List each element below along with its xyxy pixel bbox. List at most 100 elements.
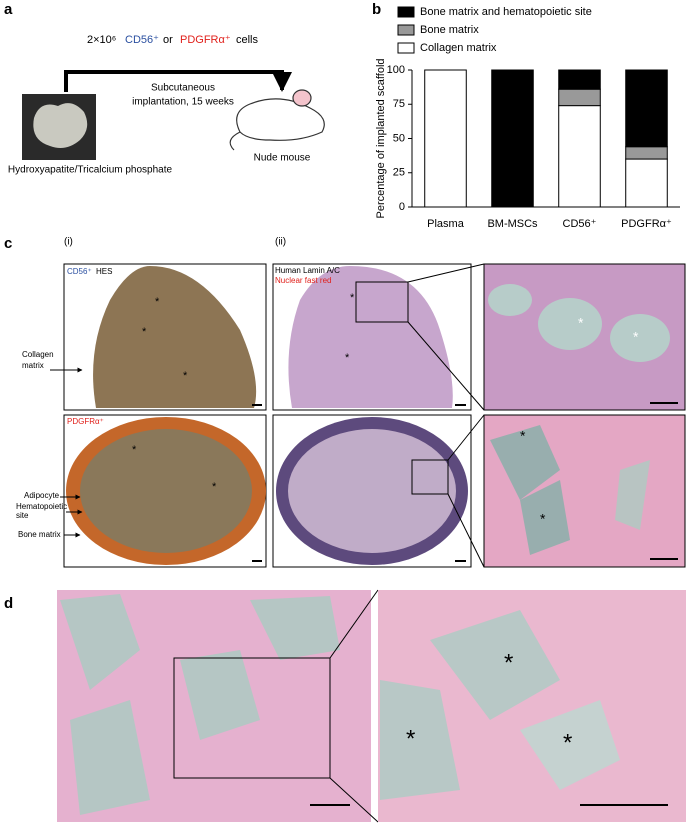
legend-label: Collagen matrix (420, 42, 497, 54)
host-label: Nude mouse (254, 153, 311, 164)
panel-label: d (4, 595, 13, 612)
tissue (430, 610, 560, 720)
annotation: matrix (22, 361, 44, 370)
tissue (288, 266, 453, 408)
bar-segment (424, 69, 467, 208)
bar-segment (491, 69, 534, 208)
tissue (288, 429, 456, 553)
legend-label: Bone matrix (420, 24, 479, 36)
procedure: implantation, 15 weeks (132, 97, 234, 108)
bar-segment (625, 158, 668, 208)
annotation: site (16, 511, 29, 520)
marker: * (155, 296, 160, 308)
zoom-line (407, 263, 485, 283)
marker: * (142, 326, 147, 338)
bar-segment (558, 88, 601, 107)
scaffold-label: Hydroxyapatite/Tricalcium phosphate (8, 165, 173, 176)
legend-swatch (397, 24, 415, 36)
tissue (610, 314, 670, 362)
y-tick-label: 75 (393, 98, 405, 110)
procedure: Subcutaneous (151, 83, 215, 94)
marker: * (633, 329, 639, 345)
legend-swatch (397, 42, 415, 54)
marker: * (350, 292, 355, 304)
marker: * (504, 649, 513, 676)
x-tick-label: CD56⁺ (563, 218, 597, 230)
conjunction: or (163, 34, 173, 46)
mouse-ear (292, 89, 312, 107)
stain-label: HES (96, 267, 112, 276)
tissue (93, 266, 257, 408)
zoom-box (173, 657, 331, 779)
y-tick-label: 0 (399, 201, 405, 213)
x-tick-label: Plasma (427, 218, 465, 230)
bar-segment (558, 69, 601, 90)
tissue (520, 700, 620, 790)
stain-label: Human Lamin A/C (275, 266, 340, 275)
annotation: Hematopoietic (16, 502, 67, 511)
bar-segment (625, 146, 668, 160)
zoom-line (447, 493, 485, 568)
tissue (538, 298, 602, 350)
tissue (80, 429, 252, 553)
column-label: (i) (64, 237, 73, 248)
mouse-illustration (229, 89, 325, 151)
x-tick-label: BM-MSCs (487, 218, 538, 230)
zoom-box (355, 281, 409, 323)
marker: * (563, 729, 572, 756)
mouse-body (236, 98, 325, 141)
panel-a: 2×10⁶ CD56⁺ or PDGFRα⁺ cells Subcutaneou… (8, 34, 325, 176)
panel-c: (i) (ii) CD56⁺ H (16, 237, 686, 568)
scaffold-shape (33, 103, 88, 148)
tissue (615, 460, 650, 530)
tissue (60, 594, 140, 690)
tissue (250, 596, 340, 660)
tissue (70, 700, 150, 815)
annotation: Bone matrix (18, 530, 61, 539)
tissue (520, 480, 570, 555)
y-tick-label: 100 (387, 64, 405, 76)
marker: * (540, 511, 546, 527)
marker: * (212, 481, 217, 493)
marker: * (132, 444, 137, 456)
tissue (180, 650, 260, 740)
transfer-arrow (64, 70, 292, 92)
zoom-box (411, 459, 449, 495)
mouse-tail (229, 131, 241, 151)
dose: 2×10⁶ (87, 34, 116, 46)
panel-label: a (4, 1, 13, 18)
zoom-line (407, 321, 485, 411)
panel-d: * * * (57, 589, 686, 823)
stain-label: Nuclear fast red (275, 276, 331, 285)
panel-label: c (4, 235, 12, 252)
column-label: (ii) (275, 237, 286, 248)
bar-segment (558, 105, 601, 208)
cell-type: CD56⁺ (125, 34, 159, 46)
bar-segment (625, 69, 668, 148)
panel-label: b (372, 1, 381, 18)
marker: * (406, 725, 415, 752)
marker: * (345, 352, 350, 364)
cells: cells (236, 34, 259, 46)
marker: * (183, 370, 188, 382)
marker: * (520, 428, 526, 444)
scale-bars (252, 402, 678, 562)
tissue (490, 425, 560, 500)
cell-type: PDGFRα⁺ (180, 34, 231, 46)
zoom-line (329, 589, 379, 659)
zoom-line (447, 414, 485, 461)
annotation: Collagen (22, 350, 54, 359)
y-tick-label: 25 (393, 167, 405, 179)
legend-label: Bone matrix and hematopoietic site (420, 6, 592, 18)
row-label: PDGFRα⁺ (67, 417, 104, 426)
legend-swatch (397, 6, 415, 18)
y-axis-title: Percentage of implanted scaffold (375, 58, 387, 218)
tissue (488, 284, 532, 316)
tissue (380, 680, 460, 800)
x-tick-label: PDGFRα⁺ (621, 218, 672, 230)
marker: * (578, 315, 584, 331)
y-tick-label: 50 (393, 132, 405, 144)
annotation: Adipocyte (24, 491, 60, 500)
